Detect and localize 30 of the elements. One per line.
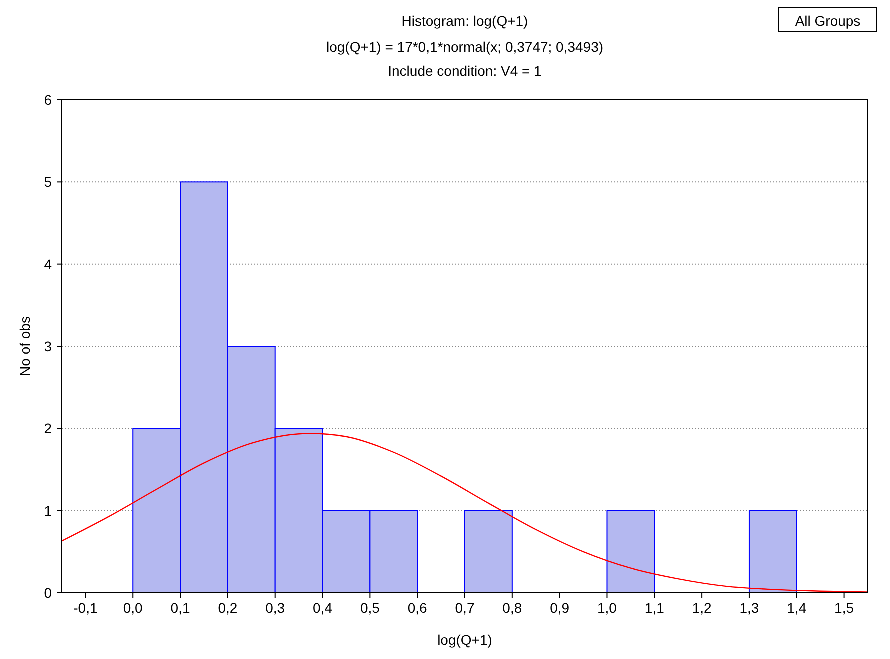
x-tick-label: 1,3 [740, 600, 760, 616]
y-tick-label: 4 [44, 256, 52, 272]
x-tick-label: 1,5 [834, 600, 854, 616]
y-axis-title: No of obs [17, 316, 33, 376]
x-tick-label: 0,3 [266, 600, 286, 616]
y-tick-label: 1 [44, 502, 52, 519]
x-tick-label: 1,2 [692, 600, 712, 616]
text: All Groups [795, 13, 861, 29]
x-tick-label: 0,4 [313, 600, 333, 616]
x-tick-label: 1,1 [644, 600, 665, 616]
line-series [62, 432, 868, 593]
y-tick-label: 5 [44, 174, 52, 190]
x-tick-label: 0,5 [360, 600, 380, 616]
x-tick-label: 0,2 [218, 600, 238, 616]
y-tick-label: 6 [44, 92, 52, 108]
y-tick-label: 2 [44, 420, 52, 437]
x-tick-label: 0,8 [502, 600, 522, 616]
y-tick-label: 3 [44, 338, 52, 354]
x-tick-label: 0,9 [550, 600, 570, 616]
chart-subtitle: log(Q+1) = 17*0,1*normal(x; 0,3747; 0,3493) Include condition: V4 = 1 [326, 39, 604, 79]
x-tick-label: 1,4 [787, 600, 807, 616]
x-tick-label: 0,6 [408, 600, 428, 616]
chart-title: Histogram: log(Q+1) [402, 13, 528, 29]
y-tick-label: 0 [44, 585, 52, 601]
x-tick-label: -0,1 [74, 600, 98, 616]
x-tick-label: 0,7 [455, 600, 475, 616]
x-tick-label: 1,0 [598, 600, 618, 616]
x-tick-label: 0,0 [123, 600, 144, 616]
x-tick-label: 0,1 [170, 600, 190, 616]
x-axis-title: log(Q+1) [438, 632, 492, 648]
